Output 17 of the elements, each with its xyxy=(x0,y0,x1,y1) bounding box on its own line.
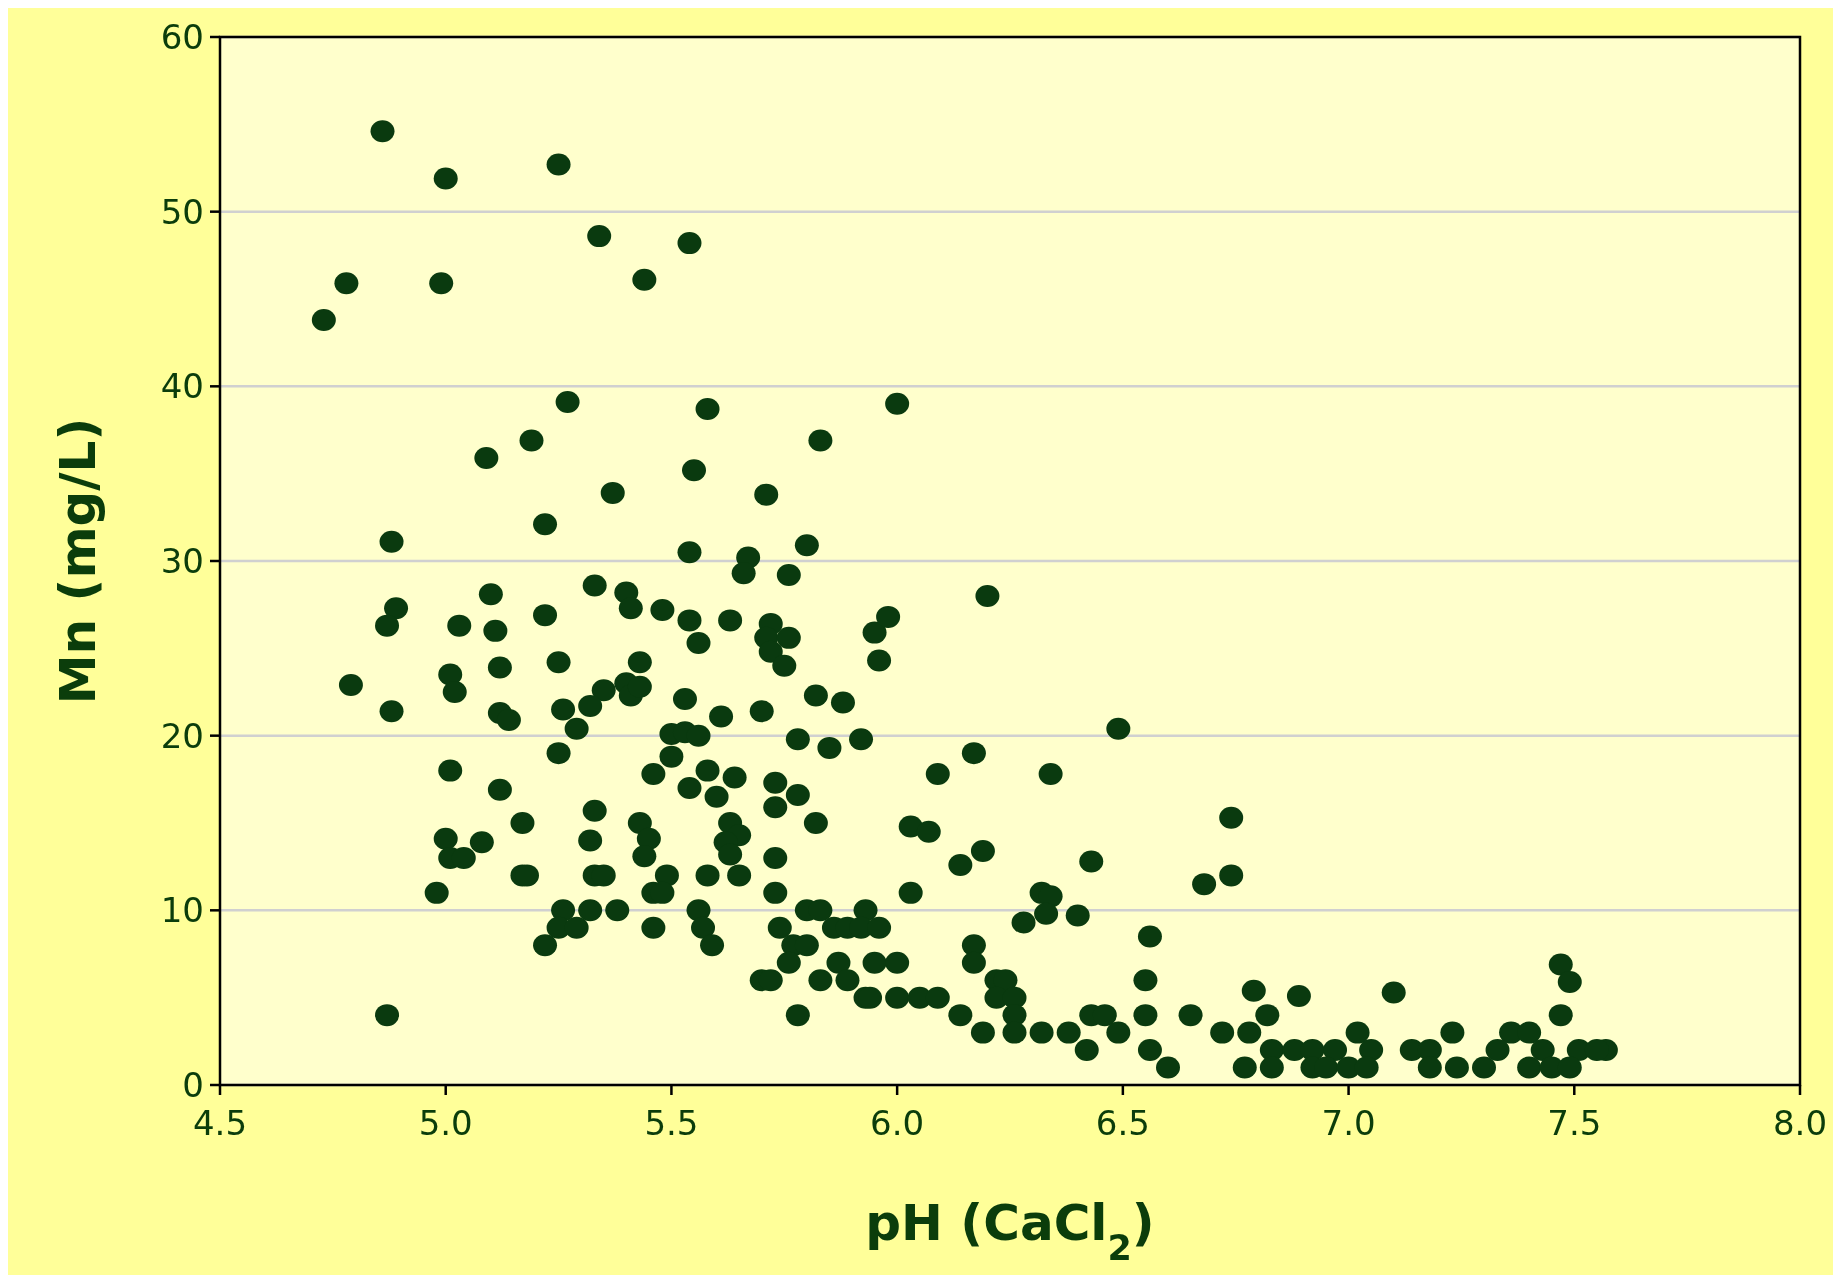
x-tick-label: 7.5 xyxy=(1547,1103,1602,1143)
y-axis-title: Mn (mg/L) xyxy=(49,417,107,705)
y-tick-label: 10 xyxy=(160,890,204,931)
y-tick-label: 60 xyxy=(160,16,204,57)
y-tick-label: 20 xyxy=(160,715,204,756)
y-tick-label: 30 xyxy=(160,540,204,581)
x-axis-title: pH (CaCl$_{2}$) xyxy=(865,1194,1155,1268)
x-tick-label: 4.5 xyxy=(192,1103,248,1143)
y-tick-label: 50 xyxy=(160,191,204,232)
y-tick-label: 0 xyxy=(182,1064,204,1105)
x-tick-label: 7.0 xyxy=(1321,1103,1376,1143)
x-tick-label: 5.5 xyxy=(644,1103,699,1143)
x-tick-label: 6.5 xyxy=(1095,1103,1150,1143)
x-tick-label: 8.0 xyxy=(1772,1103,1828,1143)
y-tick-label: 40 xyxy=(160,366,204,407)
x-tick-label: 5.0 xyxy=(418,1103,473,1143)
x-tick-label: 6.0 xyxy=(870,1103,925,1143)
